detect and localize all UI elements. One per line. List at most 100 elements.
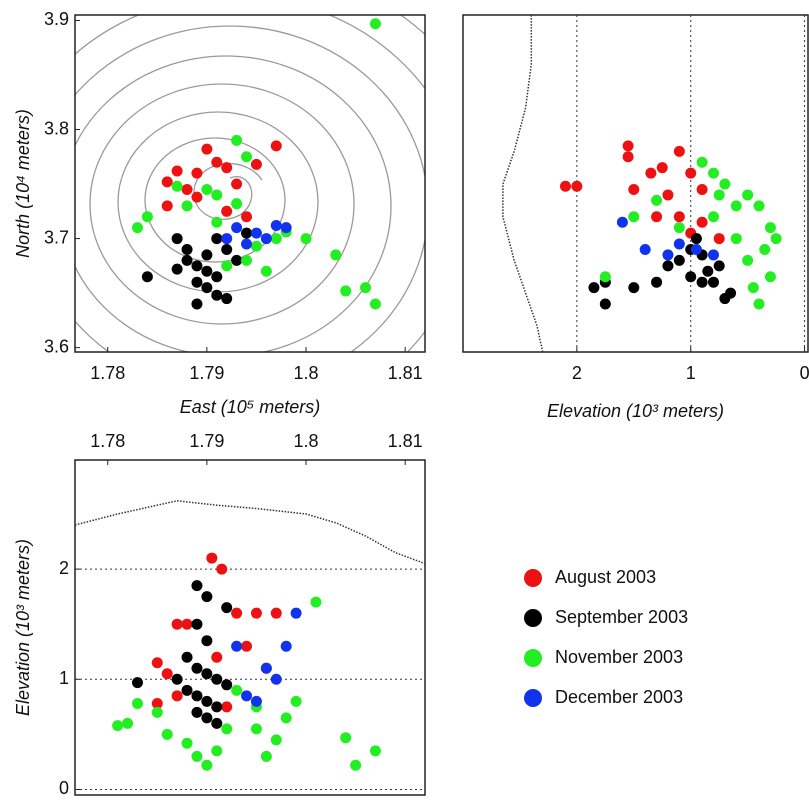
data-point bbox=[350, 759, 362, 771]
data-point bbox=[191, 750, 203, 762]
x-axis-label: Elevation (10³ meters) bbox=[547, 401, 724, 421]
data-point bbox=[559, 180, 571, 192]
x-tick-label: 1.81 bbox=[388, 431, 423, 451]
data-point bbox=[231, 254, 243, 266]
data-point bbox=[713, 260, 725, 272]
data-point bbox=[171, 165, 183, 177]
data-point bbox=[141, 271, 153, 283]
data-point bbox=[201, 759, 213, 771]
data-point bbox=[290, 607, 302, 619]
y-tick-label: 1 bbox=[59, 668, 69, 688]
data-point bbox=[662, 189, 674, 201]
data-point bbox=[201, 668, 213, 680]
data-point bbox=[622, 140, 634, 152]
data-point bbox=[216, 563, 228, 575]
data-point bbox=[280, 640, 292, 652]
data-point bbox=[250, 158, 262, 170]
data-point bbox=[171, 618, 183, 630]
data-point bbox=[171, 673, 183, 685]
data-point bbox=[131, 677, 143, 689]
data-point bbox=[270, 734, 282, 746]
data-point bbox=[696, 216, 708, 228]
data-point bbox=[181, 183, 193, 195]
data-point bbox=[221, 602, 233, 614]
data-point bbox=[181, 200, 193, 212]
data-point bbox=[742, 189, 754, 201]
legend-label: September 2003 bbox=[555, 607, 688, 627]
data-point bbox=[211, 271, 223, 283]
data-point bbox=[713, 233, 725, 245]
data-point bbox=[191, 662, 203, 674]
data-point bbox=[270, 233, 282, 245]
data-point bbox=[231, 198, 243, 210]
data-point bbox=[360, 282, 372, 294]
data-point bbox=[161, 200, 173, 212]
data-point bbox=[191, 260, 203, 272]
data-point bbox=[131, 698, 143, 710]
data-point bbox=[628, 183, 640, 195]
data-point bbox=[628, 282, 640, 294]
x-tick-label: 1.79 bbox=[189, 363, 224, 383]
data-point bbox=[250, 723, 262, 735]
topography-profile bbox=[74, 500, 426, 565]
data-point bbox=[599, 298, 611, 310]
data-point bbox=[260, 662, 272, 674]
x-tick-label: 1.8 bbox=[294, 431, 319, 451]
data-point bbox=[221, 233, 233, 245]
data-point bbox=[260, 750, 272, 762]
x-tick-label: 1 bbox=[686, 363, 696, 383]
data-point bbox=[651, 276, 663, 288]
data-point bbox=[231, 607, 243, 619]
y-axis-label: Elevation (10³ meters) bbox=[13, 539, 33, 716]
data-point bbox=[201, 143, 213, 155]
data-point bbox=[201, 249, 213, 261]
data-point bbox=[651, 194, 663, 206]
data-point bbox=[260, 265, 272, 277]
plot-frame bbox=[74, 459, 426, 796]
data-point bbox=[662, 260, 674, 272]
plot-frame bbox=[74, 14, 426, 353]
data-point bbox=[241, 640, 253, 652]
data-point bbox=[112, 720, 124, 732]
data-point bbox=[211, 289, 223, 301]
data-point bbox=[725, 287, 737, 299]
y-tick-label: 3.9 bbox=[44, 9, 69, 29]
contours bbox=[75, 15, 425, 352]
data-point bbox=[201, 591, 213, 603]
data-point bbox=[241, 211, 253, 223]
data-point bbox=[171, 690, 183, 702]
legend-swatch bbox=[524, 649, 542, 667]
data-point bbox=[231, 178, 243, 190]
data-point bbox=[673, 254, 685, 266]
data-point bbox=[330, 249, 342, 261]
data-point bbox=[753, 298, 765, 310]
data-point bbox=[211, 233, 223, 245]
data-point bbox=[690, 243, 702, 255]
data-point bbox=[673, 238, 685, 250]
data-point bbox=[759, 243, 771, 255]
data-point bbox=[221, 679, 233, 691]
data-point bbox=[656, 162, 668, 174]
y-tick-label: 0 bbox=[59, 778, 69, 798]
data-point bbox=[713, 189, 725, 201]
data-point bbox=[628, 211, 640, 223]
data-point bbox=[191, 706, 203, 718]
data-point bbox=[747, 282, 759, 294]
data-point bbox=[221, 162, 233, 174]
data-point bbox=[707, 211, 719, 223]
data-point bbox=[250, 607, 262, 619]
data-point bbox=[191, 167, 203, 179]
legend-label: December 2003 bbox=[555, 687, 683, 707]
legend-swatch bbox=[524, 609, 542, 627]
data-point bbox=[151, 657, 163, 669]
data-point bbox=[673, 211, 685, 223]
x-tick-label: 1.81 bbox=[388, 363, 423, 383]
data-point bbox=[707, 249, 719, 261]
x-axis-label: East (10⁵ meters) bbox=[180, 397, 321, 417]
data-point bbox=[181, 651, 193, 663]
legend-swatch bbox=[524, 569, 542, 587]
data-point bbox=[764, 271, 776, 283]
data-point bbox=[616, 216, 628, 228]
data-point bbox=[201, 695, 213, 707]
